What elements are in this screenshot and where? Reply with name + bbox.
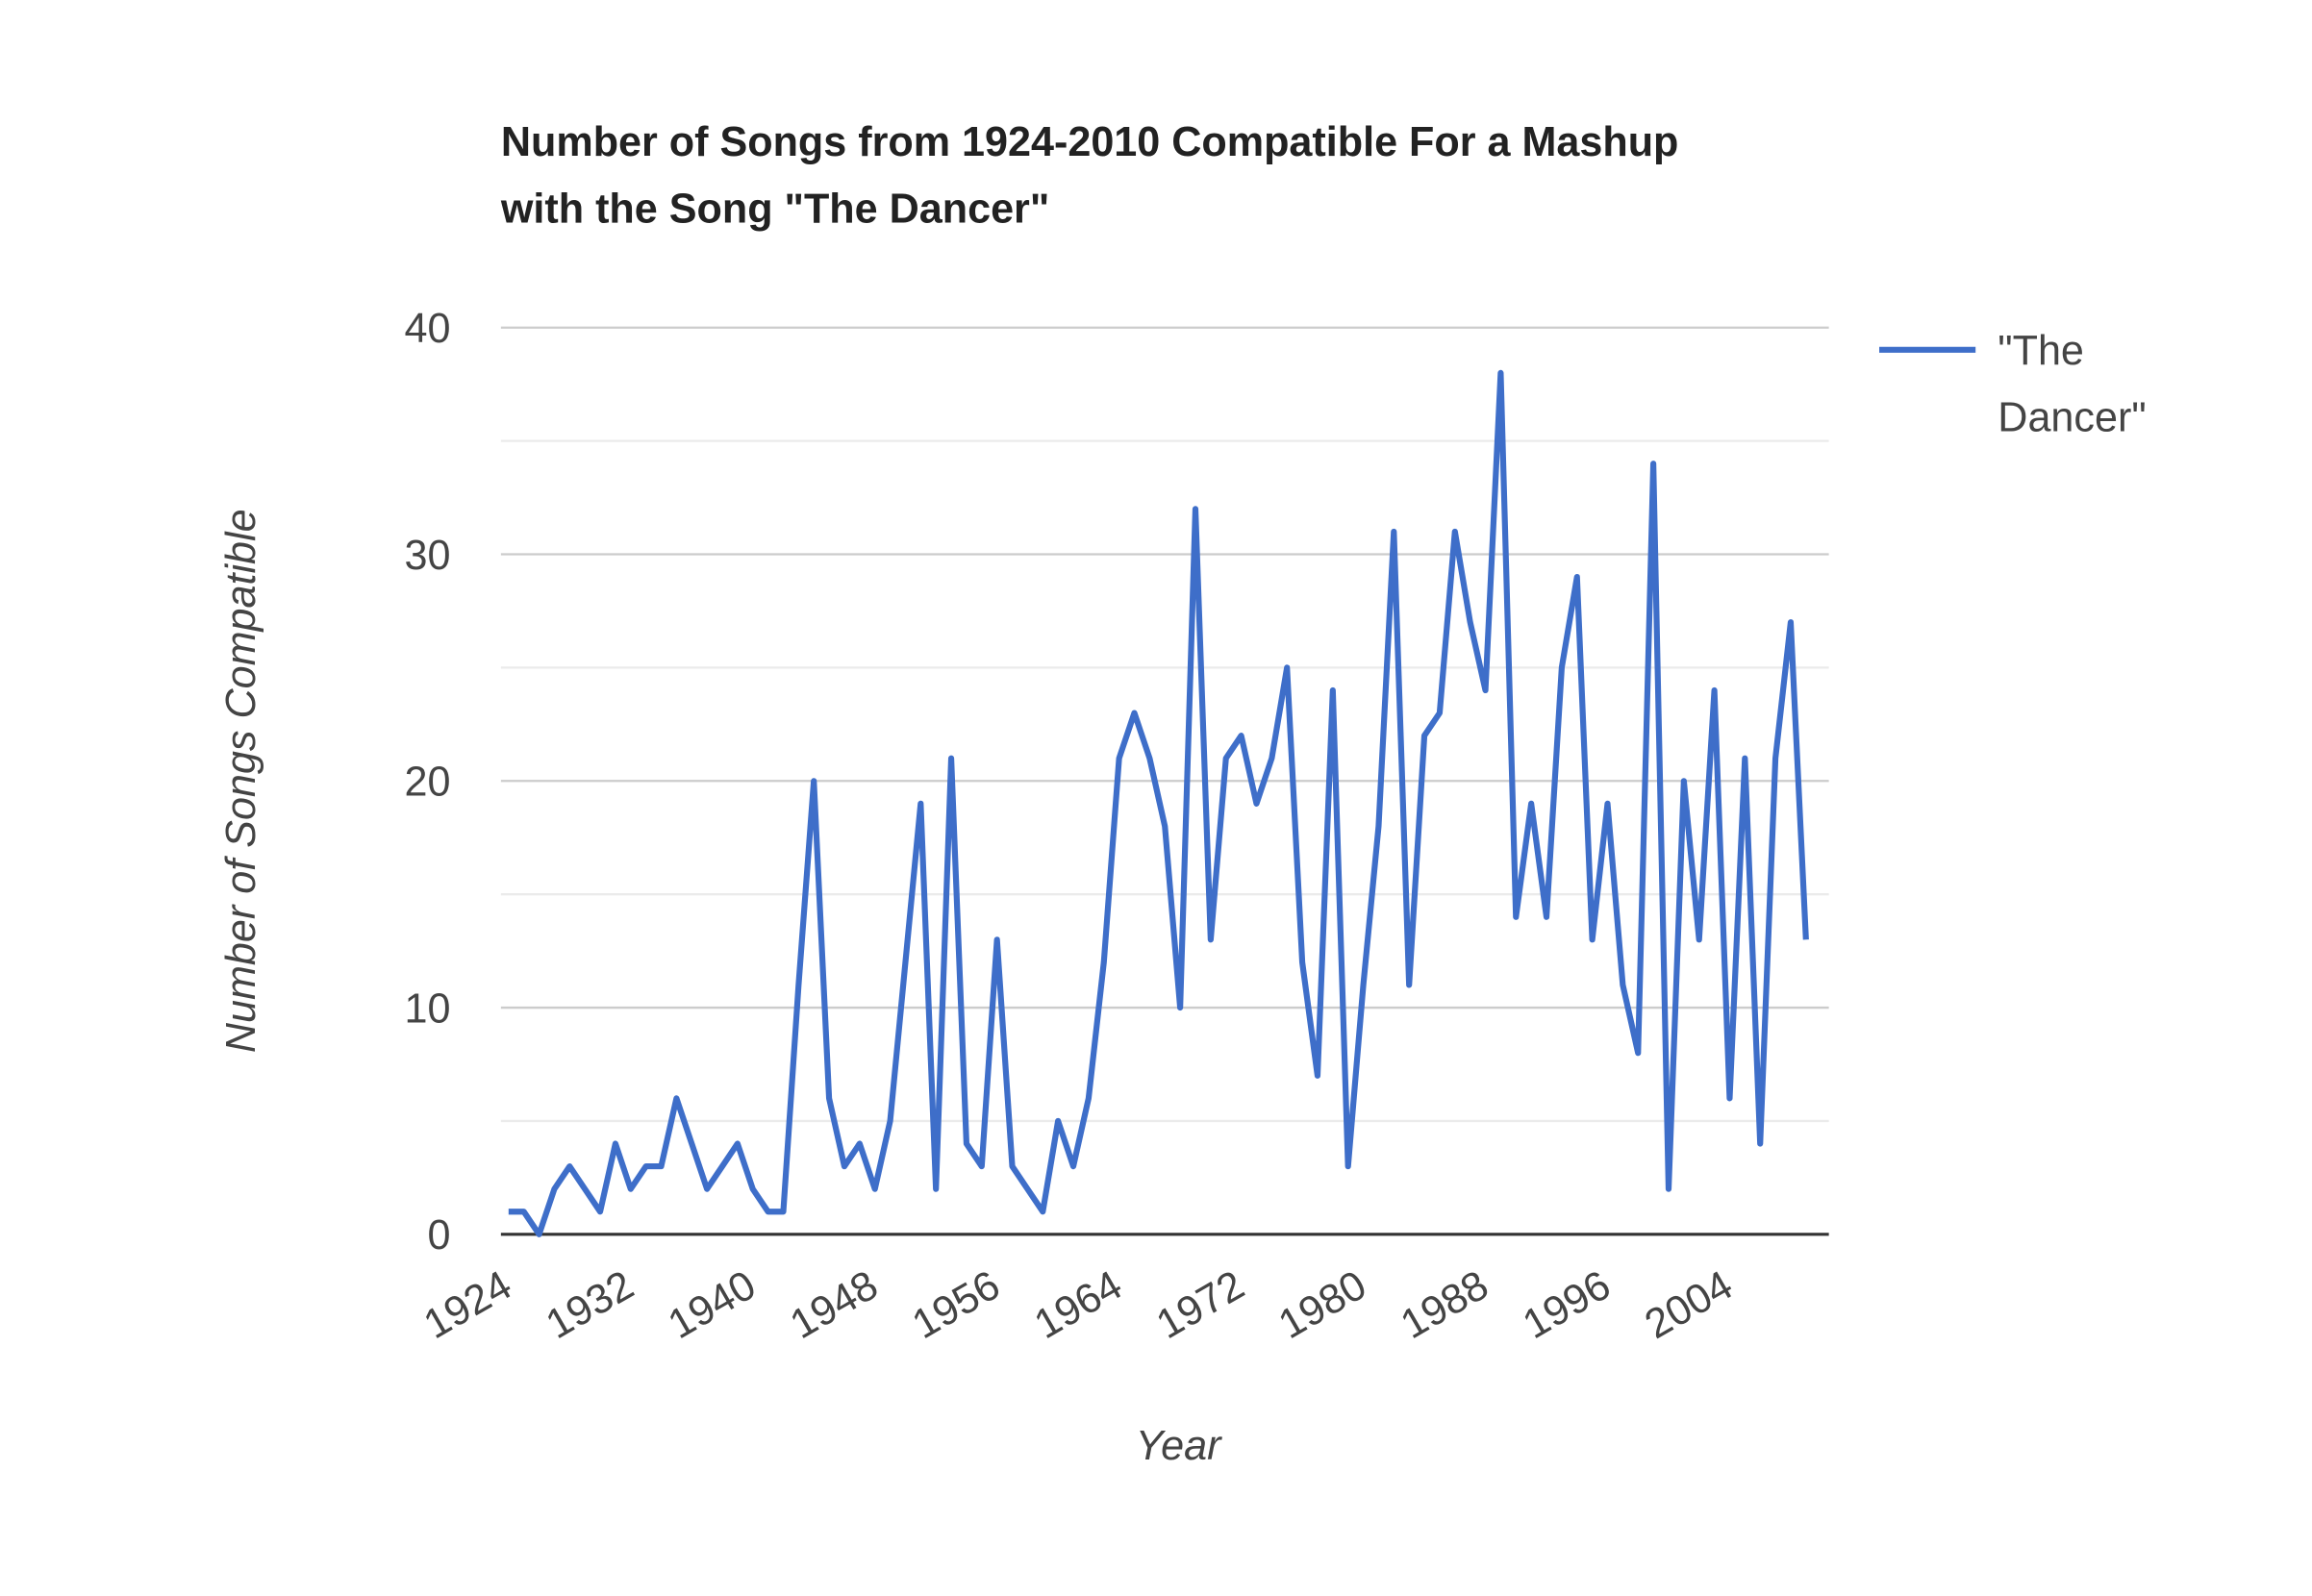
data-line: [508, 369, 1809, 1237]
chart-title: Number of Songs from 1924-2010 Compatibl…: [500, 119, 1679, 232]
y-tick-label: 20: [405, 760, 451, 806]
y-tick-label: 40: [405, 306, 451, 352]
legend-label: "The Dancer": [1998, 328, 2146, 440]
y-tick-label: 30: [405, 533, 451, 579]
y-tick-label: 10: [405, 985, 451, 1032]
y-axis-title: Number of Songs Compatible: [218, 509, 264, 1053]
y-tick-label: 0: [427, 1212, 450, 1259]
x-axis-title: Year: [1136, 1423, 1222, 1469]
